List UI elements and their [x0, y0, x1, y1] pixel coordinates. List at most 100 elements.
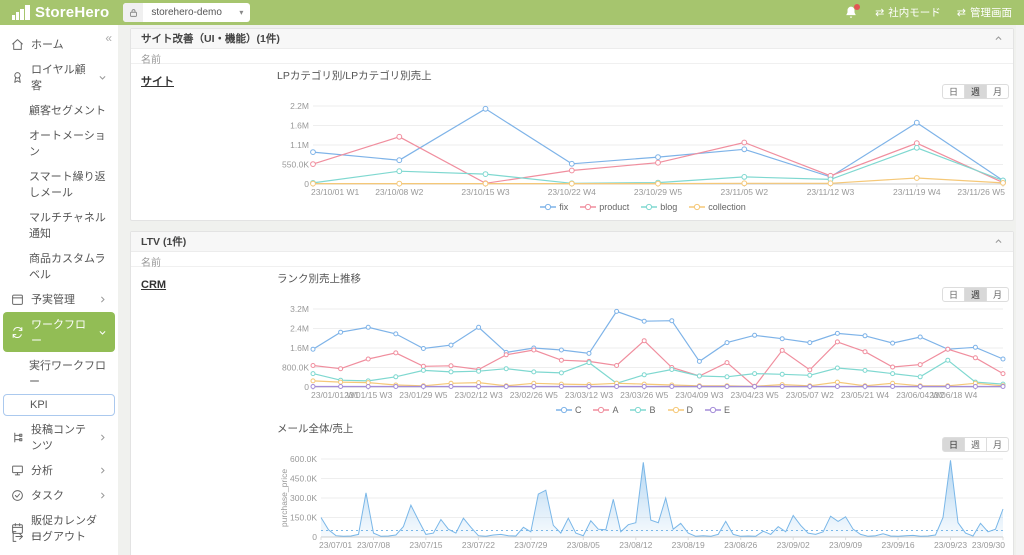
sidebar-item-smart-repeat-mail[interactable]: スマート繰り返しメール [3, 164, 115, 204]
sidebar-item-analysis[interactable]: 分析 [3, 458, 115, 482]
sidebar-item-workflow[interactable]: ワークフロー [3, 312, 115, 352]
award-icon [11, 71, 24, 84]
period-button-week[interactable]: 週 [963, 437, 987, 452]
chevron-up-icon[interactable] [994, 34, 1003, 43]
notification-bell-icon[interactable] [844, 3, 861, 21]
period-button-day[interactable]: 日 [941, 287, 965, 302]
rank-sales-trend-chart[interactable]: 0 800.0K 1.6M 2.4M 3.2M 23/01/01 W1 23/01/15 W… [277, 303, 1009, 403]
legend-item-C[interactable]: C [555, 405, 581, 415]
svg-text:23/07/22: 23/07/22 [462, 540, 495, 550]
svg-text:23/11/12 W3: 23/11/12 W3 [807, 187, 855, 197]
legend-marker [580, 203, 597, 211]
svg-text:23/01/01 W1: 23/01/01 W1 [311, 390, 359, 400]
legend-item-A[interactable]: A [593, 405, 618, 415]
svg-text:23/04/09 W3: 23/04/09 W3 [675, 390, 723, 400]
sidebar-item-label: KPI [30, 399, 48, 411]
internal-mode-button[interactable]: ⇄ 社内モード [875, 7, 941, 19]
sidebar-item-kpi[interactable]: KPI [3, 394, 115, 416]
period-button-day[interactable]: 日 [941, 84, 965, 99]
svg-text:23/05/21 W4: 23/05/21 W4 [841, 390, 889, 400]
legend-item-B[interactable]: B [630, 405, 656, 415]
lock-icon [123, 3, 144, 22]
legend-item-fix[interactable]: fix [540, 202, 568, 212]
svg-text:23/01/29 W5: 23/01/29 W5 [399, 390, 447, 400]
period-button-month[interactable]: 月 [985, 287, 1009, 302]
logo-bars-icon [12, 5, 30, 20]
logout-icon [11, 530, 24, 543]
panel-header[interactable]: サイト改善（UI・機能）(1件) [131, 29, 1013, 49]
row-chart-cell: ランク別売上推移 日週月 0 800.0K 1.6M 2.4M 3.2M 23/01/01… [277, 273, 1009, 555]
svg-text:23/02/26 W5: 23/02/26 W5 [510, 390, 558, 400]
chart-title: LPカテゴリ別/LPカテゴリ別売上 [277, 70, 432, 82]
legend-label: A [612, 405, 619, 415]
sidebar-item-label: ロイヤル顧客 [31, 64, 86, 92]
mail-total-sales-chart[interactable]: 0 150.0K 300.0K 450.0K 600.0K 23/07/01 23/07/0… [277, 453, 1009, 553]
legend-item-E[interactable]: E [705, 405, 730, 415]
sidebar-item-label: 商品カスタムラベル [29, 253, 106, 281]
svg-text:600.0K: 600.0K [290, 454, 317, 464]
sidebar-collapse-button[interactable]: « [105, 31, 112, 45]
lp-category-sales-chart[interactable]: 0 550.0K 1.1M 1.6M 2.2M 23/10/01 W1 23/10/08 W… [277, 100, 1009, 200]
report-link-crm[interactable]: CRM [141, 279, 167, 291]
sidebar-item-promotion-calendar[interactable]: 販促カレンダー [3, 508, 115, 548]
chevron-down-icon [98, 328, 107, 337]
period-toggle-group: 日週月 [277, 287, 1009, 302]
table-row: サイト LPカテゴリ別/LPカテゴリ別売上 日週月 0 550.0K 1.1M 1.6… [131, 64, 1013, 220]
sidebar-item-budget-management[interactable]: 予実管理 [3, 287, 115, 311]
main-content: サイト改善（UI・機能）(1件) 名前 サイト LPカテゴリ別/LPカテゴリ別売… [130, 28, 1014, 555]
scrollbar[interactable] [1016, 25, 1024, 555]
svg-text:0: 0 [304, 382, 309, 392]
sidebar-item-home[interactable]: ホーム [3, 32, 115, 56]
svg-text:23/09/02: 23/09/02 [777, 540, 810, 550]
sidebar-item-product-custom-label[interactable]: 商品カスタムラベル [3, 246, 115, 286]
sidebar-item-discussion[interactable]: ディスカッション [3, 549, 115, 555]
svg-text:purchase_price: purchase_price [279, 469, 289, 527]
sidebar-item-loyal-customers[interactable]: ロイヤル顧客 [3, 57, 115, 97]
sidebar-item-customer-segments[interactable]: 顧客セグメント [3, 98, 115, 122]
report-link-site[interactable]: サイト [141, 76, 174, 88]
period-button-month[interactable]: 月 [985, 437, 1009, 452]
admin-screen-button[interactable]: ⇄ 管理画面 [956, 7, 1012, 19]
sidebar-item-label: 投稿コンテンツ [31, 424, 86, 452]
sidebar-item-multichannel-notification[interactable]: マルチチャネル通知 [3, 205, 115, 245]
panel-title: LTV (1件) [141, 236, 187, 248]
svg-text:23/03/12 W3: 23/03/12 W3 [565, 390, 613, 400]
period-button-day[interactable]: 日 [941, 437, 965, 452]
legend-item-blog[interactable]: blog [641, 202, 677, 212]
svg-text:2.4M: 2.4M [290, 324, 309, 334]
svg-text:23/10/29 W5: 23/10/29 W5 [634, 187, 682, 197]
panel-header[interactable]: LTV (1件) [131, 232, 1013, 252]
period-button-week[interactable]: 週 [963, 287, 987, 302]
sidebar-item-logout[interactable]: ログアウト [3, 524, 115, 548]
svg-text:23/03/26 W5: 23/03/26 W5 [620, 390, 668, 400]
sidebar-item-post-contents[interactable]: 投稿コンテンツ [3, 417, 115, 457]
sidebar-item-exec-workflow[interactable]: 実行ワークフロー [3, 353, 115, 393]
swap-icon: ⇄ [875, 7, 885, 19]
notification-dot [854, 3, 861, 10]
workflow-icon [11, 326, 24, 339]
row-chart-cell: LPカテゴリ別/LPカテゴリ別売上 日週月 0 550.0K 1.1M 1.6M 2.2… [277, 70, 1009, 214]
logo-text: StoreHero [35, 4, 110, 21]
svg-text:23/01/15 W3: 23/01/15 W3 [344, 390, 392, 400]
sidebar-item-label: ワークフロー [31, 319, 86, 347]
budget-icon [11, 293, 24, 306]
svg-text:23/11/19 W4: 23/11/19 W4 [893, 187, 941, 197]
period-toggle-group: 日週月 [277, 437, 1009, 452]
svg-text:550.0K: 550.0K [282, 160, 309, 170]
store-selector-dropdown[interactable]: storehero-demo ▾ [123, 3, 251, 22]
svg-text:23/08/12: 23/08/12 [619, 540, 652, 550]
period-button-week[interactable]: 週 [963, 84, 987, 99]
chevron-up-icon[interactable] [994, 237, 1003, 246]
svg-text:23/07/15: 23/07/15 [409, 540, 442, 550]
legend-item-product[interactable]: product [580, 202, 629, 212]
sidebar-item-tasks[interactable]: タスク [3, 483, 115, 507]
legend-item-D[interactable]: D [667, 405, 693, 415]
chart-title: ランク別売上推移 [277, 273, 361, 285]
svg-text:23/10/01 W1: 23/10/01 W1 [311, 187, 359, 197]
sidebar-item-automation[interactable]: オートメーション [3, 123, 115, 163]
legend-item-collection[interactable]: collection [689, 202, 746, 212]
svg-text:23/09/16: 23/09/16 [882, 540, 915, 550]
logo: StoreHero [12, 4, 109, 21]
period-button-month[interactable]: 月 [985, 84, 1009, 99]
